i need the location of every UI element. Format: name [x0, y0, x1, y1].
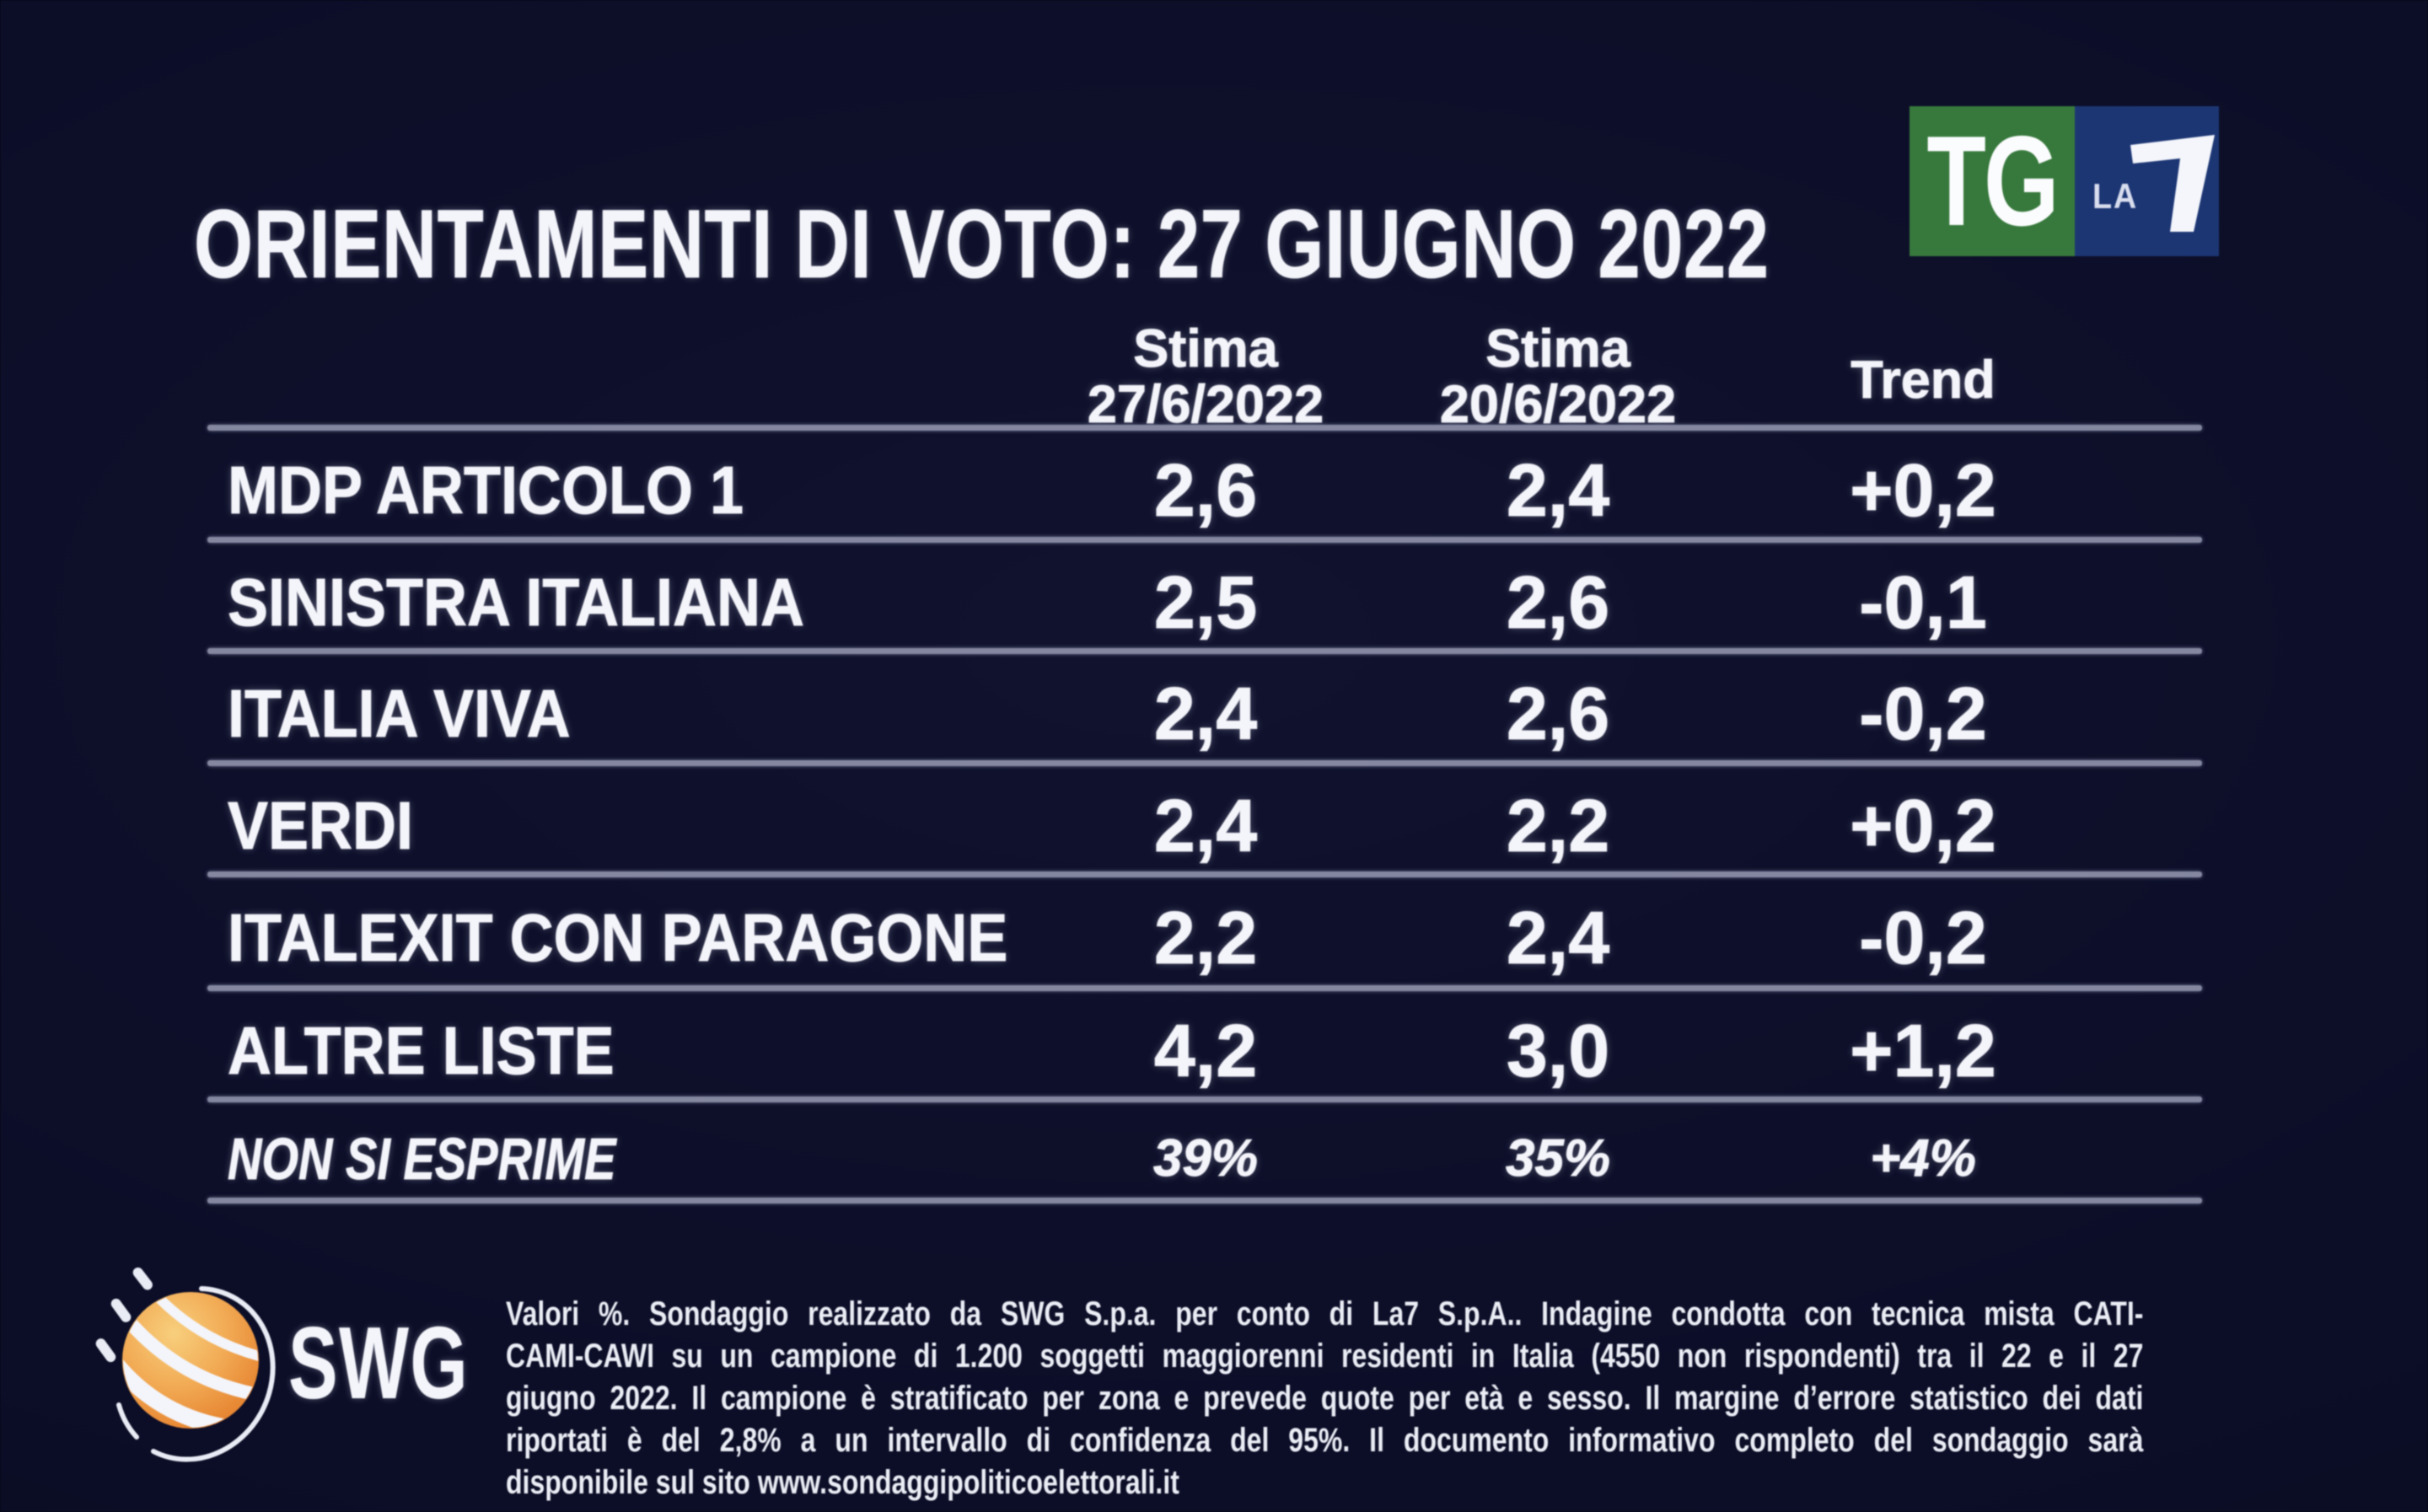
table-row: ALTRE LISTE 4,2 3,0 +1,2	[207, 988, 2202, 1099]
trend-cell: +0,2	[1850, 448, 1997, 533]
party-name-cell: ITALEXIT CON PARAGONE	[228, 899, 1094, 977]
party-name: MDP ARTICOLO 1	[228, 453, 744, 528]
stima-old-value: 2,6	[1506, 672, 1610, 756]
table-row: MDP ARTICOLO 1 2,6 2,4 +0,2	[207, 427, 2202, 539]
disclaimer-line: disponibile sul sito www.sondaggipolitic…	[506, 1464, 1179, 1501]
trend-value: +0,2	[1850, 448, 1997, 533]
stima-old-value: 2,4	[1506, 448, 1610, 533]
tg-logo-text: TG	[1926, 110, 2060, 253]
table-divider	[207, 537, 2202, 543]
table-divider	[207, 1096, 2202, 1102]
party-name: ITALEXIT CON PARAGONE	[228, 900, 1008, 976]
stima-new-value: 2,4	[1153, 672, 1258, 756]
header-label: Stima	[1133, 319, 1279, 378]
stima-old-value: 3,0	[1506, 1008, 1610, 1092]
stima-old-value: 2,6	[1506, 560, 1610, 644]
trend-cell: +1,2	[1850, 1008, 1997, 1094]
disclaimer-line: Valori %. Sondaggio realizzato da SWG S.…	[506, 1295, 2144, 1332]
trend-cell: -0,2	[1859, 895, 1988, 981]
party-name: NON SI ESPRIME	[228, 1125, 616, 1192]
column-header-stima-new: Stima 27/6/2022	[1087, 319, 1324, 434]
table-row: VERDI 2,4 2,2 +0,2	[207, 763, 2202, 874]
header-date: 27/6/2022	[1087, 375, 1324, 434]
la7-logo-blue-box: LA	[2075, 106, 2219, 256]
table-divider	[207, 1198, 2202, 1204]
stima-new-cell: 2,5	[1153, 560, 1258, 646]
stima-new-cell: 2,2	[1153, 895, 1258, 981]
header-label: Stima	[1485, 319, 1631, 378]
party-name-cell: NON SI ESPRIME	[228, 1125, 713, 1193]
table-row: ITALIA VIVA 2,4 2,6 -0,2	[207, 651, 2202, 763]
stima-new-cell: 2,4	[1153, 671, 1258, 757]
trend-value: +4%	[1870, 1129, 1977, 1188]
stima-new-cell: 2,6	[1153, 448, 1258, 533]
trend-cell: -0,1	[1859, 560, 1988, 646]
party-name: ITALIA VIVA	[228, 676, 572, 752]
survey-disclaimer: Valori %. Sondaggio realizzato da SWG S.…	[506, 1293, 2143, 1504]
stima-old-value: 2,2	[1506, 783, 1610, 867]
page-title-text: ORIENTAMENTI DI VOTO: 27 GIUGNO 2022	[194, 190, 1770, 298]
stima-new-value: 2,2	[1153, 896, 1258, 980]
stima-old-cell: 2,4	[1506, 895, 1610, 981]
stima-old-cell: 2,4	[1506, 448, 1610, 533]
stima-new-value: 4,2	[1153, 1008, 1258, 1092]
stima-new-cell: 39%	[1152, 1129, 1259, 1188]
column-header-stima-old: Stima 20/6/2022	[1439, 319, 1677, 434]
trend-value: +1,2	[1850, 1008, 1997, 1092]
party-name-cell: ITALIA VIVA	[228, 675, 609, 753]
stima-new-value: 39%	[1152, 1129, 1259, 1188]
table-divider	[207, 760, 2202, 766]
stima-old-cell: 2,2	[1506, 783, 1610, 869]
trend-value: -0,1	[1859, 560, 1988, 644]
stima-new-value: 2,5	[1153, 560, 1258, 644]
swg-globe-icon	[95, 1267, 276, 1462]
la7-logo-la-text: LA	[2092, 176, 2138, 216]
disclaimer-line: CAMI-CAWI su un campione di 1.200 sogget…	[506, 1338, 2144, 1375]
stima-new-cell: 2,4	[1153, 783, 1258, 869]
party-name: VERDI	[228, 787, 414, 863]
stima-old-cell: 2,6	[1506, 671, 1610, 757]
party-name-cell: ALTRE LISTE	[228, 1012, 658, 1090]
table-row: SINISTRA ITALIANA 2,5 2,6 -0,1	[207, 539, 2202, 651]
disclaimer-line: giugno 2022. Il campione è stratificato …	[506, 1380, 2144, 1417]
table-divider	[207, 985, 2202, 991]
trend-cell: +0,2	[1850, 783, 1997, 869]
trend-value: -0,2	[1859, 896, 1988, 980]
swg-brand-label: SWG	[288, 1306, 470, 1420]
trend-value: +0,2	[1850, 783, 1997, 867]
stima-new-value: 2,4	[1153, 783, 1258, 867]
table-divider	[207, 871, 2202, 877]
table-divider	[207, 425, 2202, 431]
disclaimer-line: riportati è del 2,8% a un intervallo di …	[506, 1422, 2144, 1459]
stima-old-value: 35%	[1505, 1129, 1611, 1188]
stima-old-value: 2,4	[1506, 896, 1610, 980]
header-label: Trend	[1851, 351, 1996, 410]
party-name-cell: VERDI	[228, 787, 434, 865]
trend-value: -0,2	[1859, 672, 1988, 756]
trend-cell: +4%	[1870, 1129, 1977, 1188]
table-divider	[207, 648, 2202, 654]
party-name-cell: SINISTRA ITALIANA	[228, 564, 868, 641]
swg-brand-text: SWG	[288, 1311, 539, 1414]
la7-seven-icon	[2130, 135, 2215, 232]
trend-cell: -0,2	[1859, 671, 1988, 757]
party-name: SINISTRA ITALIANA	[228, 564, 805, 640]
party-name: ALTRE LISTE	[228, 1012, 615, 1088]
column-header-trend: Trend	[1851, 351, 1996, 410]
table-footer-row: NON SI ESPRIME 39% 35% +4%	[207, 1099, 2202, 1200]
stima-new-value: 2,6	[1153, 448, 1258, 533]
party-name-cell: MDP ARTICOLO 1	[228, 452, 801, 529]
stima-old-cell: 2,6	[1506, 560, 1610, 646]
stima-old-cell: 3,0	[1506, 1008, 1610, 1094]
stima-old-cell: 35%	[1505, 1129, 1611, 1188]
page-title: ORIENTAMENTI DI VOTO: 27 GIUGNO 2022	[194, 196, 2209, 293]
header-date: 20/6/2022	[1439, 375, 1677, 434]
stima-new-cell: 4,2	[1153, 1008, 1258, 1094]
tg-logo-green-box: TG	[1910, 106, 2075, 256]
table-row: ITALEXIT CON PARAGONE 2,2 2,4 -0,2	[207, 874, 2202, 988]
